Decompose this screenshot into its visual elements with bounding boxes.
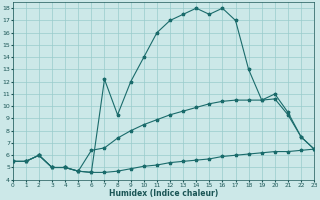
X-axis label: Humidex (Indice chaleur): Humidex (Indice chaleur) xyxy=(109,189,218,198)
